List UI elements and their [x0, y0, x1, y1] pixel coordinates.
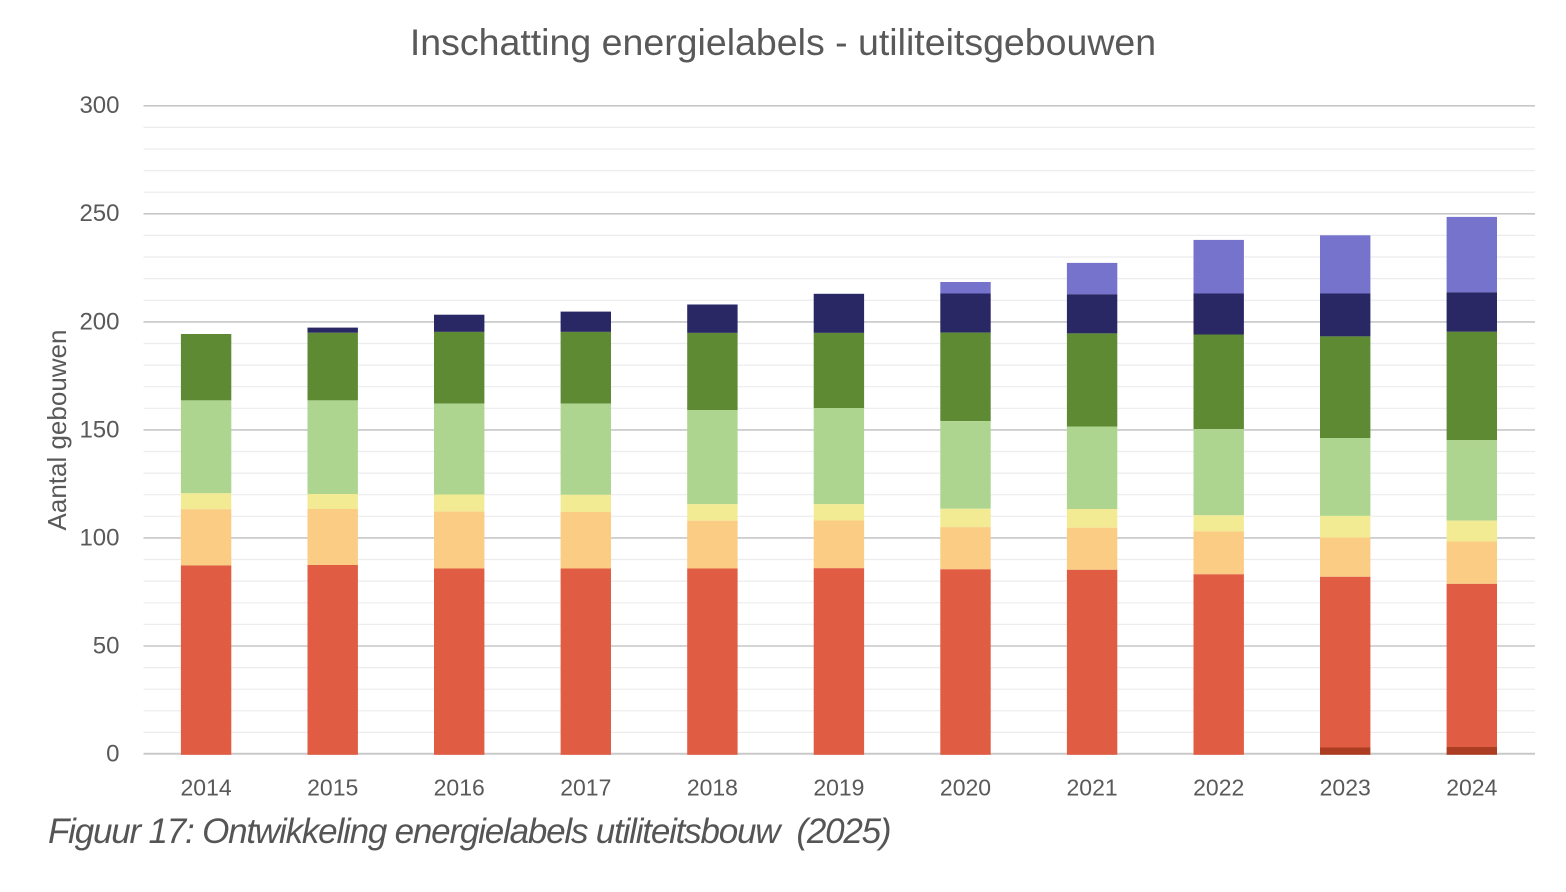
svg-text:2015: 2015	[307, 775, 358, 801]
svg-text:2014: 2014	[181, 775, 232, 801]
svg-text:2018: 2018	[687, 775, 738, 801]
svg-text:2017: 2017	[560, 775, 611, 801]
svg-text:Figuur 17: Ontwikkeling energi: Figuur 17: Ontwikkeling energielabels ut…	[48, 812, 890, 851]
svg-text:2022: 2022	[1193, 775, 1244, 801]
svg-text:100: 100	[79, 524, 119, 551]
svg-text:2020: 2020	[940, 775, 991, 801]
svg-text:Aantal gebouwen: Aantal gebouwen	[42, 330, 72, 531]
svg-text:2019: 2019	[813, 775, 864, 801]
svg-text:Inschatting energielabels - ut: Inschatting energielabels - utiliteitsge…	[410, 21, 1156, 63]
svg-text:250: 250	[79, 200, 119, 227]
svg-text:2024: 2024	[1446, 775, 1497, 801]
svg-text:300: 300	[79, 92, 119, 119]
svg-text:150: 150	[79, 416, 119, 443]
svg-text:2021: 2021	[1067, 775, 1118, 801]
svg-text:200: 200	[79, 308, 119, 335]
svg-text:2023: 2023	[1320, 775, 1371, 801]
svg-text:50: 50	[93, 632, 120, 659]
svg-text:2016: 2016	[434, 775, 485, 801]
svg-text:0: 0	[106, 740, 119, 767]
